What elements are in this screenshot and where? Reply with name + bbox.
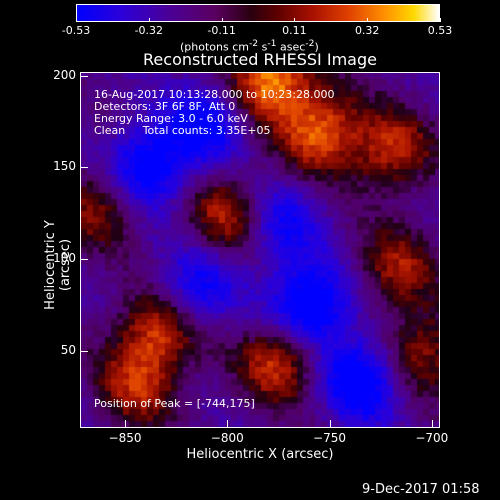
x-tick [329,420,331,428]
x-tick-label: −700 [415,431,449,445]
y-tick [80,259,88,261]
y-tick-label: 50 [60,342,76,357]
info-energy: Energy Range: 3.0 - 6.0 keV [94,112,248,125]
colorbar [76,4,440,22]
info-detectors: Detectors: 3F 6F 8F, Att 0 [94,100,236,113]
colorbar-tick [440,18,441,22]
y-tick-label: 150 [53,159,76,174]
x-tick-label: −850 [108,431,142,445]
colorbar-units: (photons cm-2 s-1 asec-2) [180,38,319,54]
info-clean: Clean Total counts: 3.35E+05 [94,124,271,137]
x-tick [125,420,126,428]
x-tick-label: −750 [313,431,347,445]
x-tick [227,420,229,428]
plot-area [80,72,440,428]
date-stamp: 9-Dec-2017 01:58 [362,482,480,497]
info-time: 16-Aug-2017 10:13:28.000 to 10:23:28.000 [94,88,335,101]
x-tick [431,420,433,428]
colorbar-tick-label: -0.53 [61,24,91,37]
chart-title: Reconstructed RHESSI Image [143,50,377,69]
info-peak: Position of Peak = [-744,175] [94,397,255,410]
y-tick [80,167,88,169]
colorbar-tick [367,18,369,22]
colorbar-tick-label: 0.53 [427,24,453,37]
colorbar-tick-label: 0.32 [354,24,380,37]
colorbar-tick [294,18,296,22]
colorbar-tick-label: -0.11 [207,24,236,37]
x-tick-label: −800 [210,431,244,445]
x-axis-label: Heliocentric X (arcsec) [186,447,334,462]
colorbar-tick-label: -0.32 [134,24,164,37]
y-tick-label: 200 [53,67,76,82]
y-tick-label: 100 [53,251,76,266]
colorbar-tick [76,18,77,22]
colorbar-tick [148,18,150,22]
colorbar-tick-label: 0.11 [282,24,307,37]
y-tick [80,350,88,352]
y-tick [80,75,88,77]
y-axis-label: Heliocentric Y (arcsec) [43,220,73,310]
colorbar-tick [221,18,223,22]
heatmap-canvas [81,73,439,427]
